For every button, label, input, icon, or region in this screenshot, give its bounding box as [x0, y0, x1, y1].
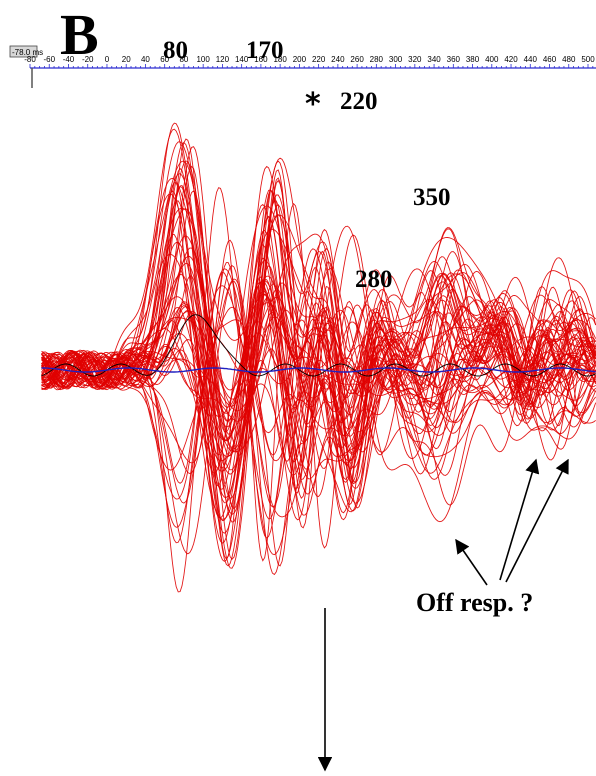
time-axis: -80 -60 -40 -20 0 20 40 60 80 100 120 140 160 180 200 2…: [24, 55, 596, 88]
x-tick-label: 20: [122, 55, 131, 64]
x-tick-label: 200: [293, 55, 307, 64]
x-tick-label: 220: [312, 55, 326, 64]
x-tick-label: 80: [179, 55, 188, 64]
waveform-traces: [41, 122, 596, 593]
cursor-readout-box: -78.0 ms: [9, 45, 43, 58]
x-tick-label: 40: [141, 55, 150, 64]
off-response-label: Off resp. ?: [416, 588, 533, 617]
trace: [41, 290, 596, 544]
trace: [41, 262, 596, 464]
trace: [41, 165, 596, 458]
x-tick-label: 120: [216, 55, 230, 64]
panel-label: B: [60, 2, 99, 67]
peak-asterisk: *: [305, 87, 321, 122]
x-tick-label: -80: [24, 55, 36, 64]
x-tick-label: 180: [273, 55, 287, 64]
trace: [41, 128, 596, 400]
x-tick-label: 60: [160, 55, 169, 64]
trace: [41, 160, 596, 456]
trace: [41, 169, 596, 457]
x-tick-label: 240: [331, 55, 345, 64]
x-tick-label: 100: [196, 55, 210, 64]
trace: [41, 141, 596, 453]
annotation-arrows: [317, 458, 569, 772]
peak-label-170: 170: [246, 37, 284, 64]
x-tick-label: 500: [581, 55, 595, 64]
peak-label-350: 350: [413, 184, 451, 211]
peak-labels: 80 170 220 280 350: [163, 37, 451, 293]
trace: [41, 270, 596, 544]
trace: [41, 234, 596, 556]
x-tick-label: 480: [562, 55, 576, 64]
trace: [41, 165, 596, 512]
x-tick-label: 360: [447, 55, 461, 64]
trace: [41, 272, 596, 567]
x-tick-label: -60: [43, 55, 55, 64]
x-tick-label: 300: [389, 55, 403, 64]
cursor-readout: -78.0 ms: [12, 48, 43, 57]
trace: [41, 214, 596, 569]
arrow-to-470: [505, 458, 569, 583]
trace: [41, 184, 596, 475]
x-tick-label: -20: [82, 55, 94, 64]
x-tick-label: 140: [235, 55, 249, 64]
x-tick-label: 460: [543, 55, 557, 64]
x-tick-label: 280: [370, 55, 384, 64]
x-tick-label: 160: [254, 55, 268, 64]
x-tick-label: 340: [427, 55, 441, 64]
trace: [41, 204, 596, 562]
x-tick-label: -40: [63, 55, 75, 64]
trace: [41, 177, 596, 454]
trace: [41, 167, 596, 514]
trace: [41, 241, 596, 529]
trace: [41, 275, 596, 518]
peak-label-280: 280: [355, 266, 393, 293]
arrow-to-350: [455, 538, 488, 586]
peak-label-80: 80: [163, 37, 188, 64]
x-tick-label: 420: [504, 55, 518, 64]
x-tick-label: 380: [466, 55, 480, 64]
trace-blue: [41, 367, 596, 373]
x-tick-label: 260: [350, 55, 364, 64]
trace: [41, 141, 596, 450]
trace-black: [41, 314, 596, 377]
peak-label-220: 220: [340, 88, 378, 115]
trace: [41, 290, 596, 472]
trace: [41, 208, 596, 449]
trace: [41, 268, 596, 593]
x-tick-label: 440: [524, 55, 538, 64]
x-tick-label: 400: [485, 55, 499, 64]
arrow-to-440: [499, 458, 540, 581]
x-tick-label: 320: [408, 55, 422, 64]
x-tick-label: 0: [105, 55, 110, 64]
